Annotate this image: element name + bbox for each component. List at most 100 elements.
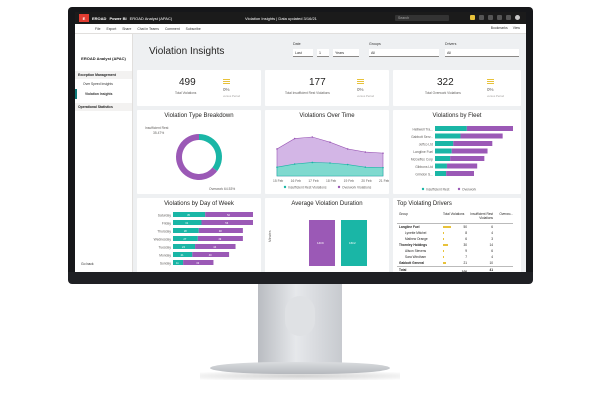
fleet-chart: Helliwell Tra... Gabbott Serv... Jeffco Lt… [411,126,513,191]
toolbar-chat-in-teams[interactable]: Chat in Teams [137,26,159,31]
product-name: Power BI [109,15,127,21]
total-value: 100 [461,269,467,273]
kpi-total-violations[interactable]: 499 Total Violations 0% versus Period [137,70,261,106]
go-back-button[interactable]: Go back [81,262,94,266]
total-value: 30 [463,243,467,247]
bar-category-label: Wednesday [154,237,172,241]
settings-icon[interactable] [479,15,484,20]
kpi-percent: 0% [487,87,494,92]
toolbar-export[interactable]: Export [106,26,117,31]
bar-rest [435,171,447,176]
donut-title: Violation Type Breakdown [164,113,234,119]
table-header-cell[interactable]: Insufficient Rest Violations [470,212,493,220]
table-cell-rest: 10 [489,261,493,265]
bar-value-label: 49 [218,237,221,241]
avatar[interactable] [515,15,520,20]
area-point-overwork [382,152,384,154]
table-row[interactable]: Thornley Holdings 30 14 [397,242,513,248]
nav-section-operational-statistics[interactable]: Operational Statistics [75,103,132,111]
legend-rest: Insufficient Rest [426,187,449,191]
date-filter-count[interactable]: 1 [317,49,329,57]
bar-overwork [192,252,230,257]
date-filter-mode[interactable]: Last [293,49,313,57]
table-row[interactable]: Langline Fuel 50 6 [397,224,513,230]
drivers-card[interactable]: Top Violating Drivers Group Total Violati… [393,198,521,272]
total-value: 50 [463,225,467,229]
bar-value-label: 31 [185,221,188,225]
table-header-cell[interactable]: Total Violations [443,212,465,216]
legend-dot-overwork [337,185,341,189]
nav-item-over-speed-insights[interactable]: Over Speed Insights [83,82,113,86]
bar-value-label: 35 [187,213,190,217]
area-card[interactable]: Violations Over Time 15 Feb 16 Feb 17 Feb 1… [265,110,389,194]
legend-rest: Insufficient Rest Violations [288,186,327,190]
table-row[interactable]: Lynette Mitchel 8 4 [397,230,513,236]
bar-rest [173,260,184,265]
brand-name: EROAD [92,15,107,21]
report-title-bar[interactable]: Violation Insights | Data updated 3/16/2… [245,16,317,21]
search-input[interactable]: Search [395,15,449,21]
toolbar-subscribe[interactable]: Subscribe [185,26,201,31]
table-row[interactable]: Alison Stevens 9 6 [397,248,513,254]
download-icon[interactable] [488,15,493,20]
app-logo-icon[interactable]: E [79,14,89,22]
kpi-insufficient-rest[interactable]: 177 Total Insufficient Rest Violations 0… [265,70,389,106]
groups-filter-select[interactable]: All [369,49,439,57]
area-point-overwork [364,151,367,153]
drivers-filter-label: Drivers [445,42,457,46]
total-value: 9 [465,249,467,253]
table-row[interactable]: Total 100 41 [397,266,513,272]
total-value: 6 [465,237,467,241]
drivers-filter-select[interactable]: All [445,49,519,57]
total-bar [443,250,445,252]
logo-letter: E [82,15,86,21]
help-icon[interactable] [497,15,502,20]
table-header-cell[interactable]: Overwo... [499,212,513,216]
table-row[interactable]: Sara Windham 7 4 [397,254,513,260]
nav-item-violation-insights[interactable]: Violation Insights [75,89,132,99]
toolbar-file[interactable]: File [95,26,101,31]
date-filter-unit[interactable]: Years [333,49,359,57]
dow-title: Violations by Day of Week [164,201,234,207]
fleet-card[interactable]: Violations by Fleet Helliwell Tra... Gabb… [393,110,521,194]
duration-bar-0 [309,220,335,266]
bar-category-label: Thursday [157,229,171,233]
bar-category-label: Grindon S... [415,172,433,176]
dow-card[interactable]: Violations by Day of Week Saturday 35 52 Fr… [137,198,261,272]
feedback-icon[interactable] [506,15,511,20]
donut-card[interactable]: Violation Type Breakdown Insufficient Re… [137,110,261,194]
kpi-trend-icon [487,79,494,85]
notification-icon[interactable] [470,15,475,20]
page-title: Violation Insights [149,46,225,57]
bar-overwork [466,126,513,131]
table-cell-total: 30 [443,243,469,247]
nav-section-exception-management[interactable]: Exception Management [75,71,132,79]
bar-rest [173,212,206,217]
toolbar-view[interactable]: View [512,26,520,30]
bar-category-label: Helliwell Tra... [412,127,433,131]
workspace-name[interactable]: EROAD Analyst (APAC) [129,15,173,21]
kpi-overwork[interactable]: 322 Total Overwork Violations 0% versus … [393,70,521,106]
table-row[interactable]: Mathew Orange 6 3 [397,236,513,242]
bar-overwork [450,156,485,161]
duration-card[interactable]: Average Violation Duration Minutes14h9Ov… [265,198,389,272]
bar-value-label: 40 [209,253,212,257]
table-row[interactable]: Gabbott General 21 10 [397,260,513,266]
bar-category-label: Friday [162,221,172,225]
bar-category-label: Sunday [160,261,172,265]
donut-label-overwork: Overwork 64.53% [209,187,235,191]
table-header-cell[interactable]: Group [399,212,408,216]
toolbar-bookmarks[interactable]: Bookmarks [490,26,508,30]
bar-category-label: Monday [159,253,171,257]
bar-rest [435,126,467,131]
kpi-label: Total Violations [175,91,197,95]
toolbar-comment[interactable]: Comment [164,26,180,31]
toolbar-share[interactable]: Share [122,26,132,31]
area-chart: 15 Feb 16 Feb 17 Feb 18 Feb 19 Feb 20 Feb 21 F… [273,136,389,190]
bar-rest [435,163,447,169]
total-bar [443,226,451,228]
donut-label-rest-pct: 35.47% [153,131,164,135]
bar-overwork [453,141,493,146]
drivers-title: Top Violating Drivers [397,201,452,207]
bar-rest [435,148,452,154]
